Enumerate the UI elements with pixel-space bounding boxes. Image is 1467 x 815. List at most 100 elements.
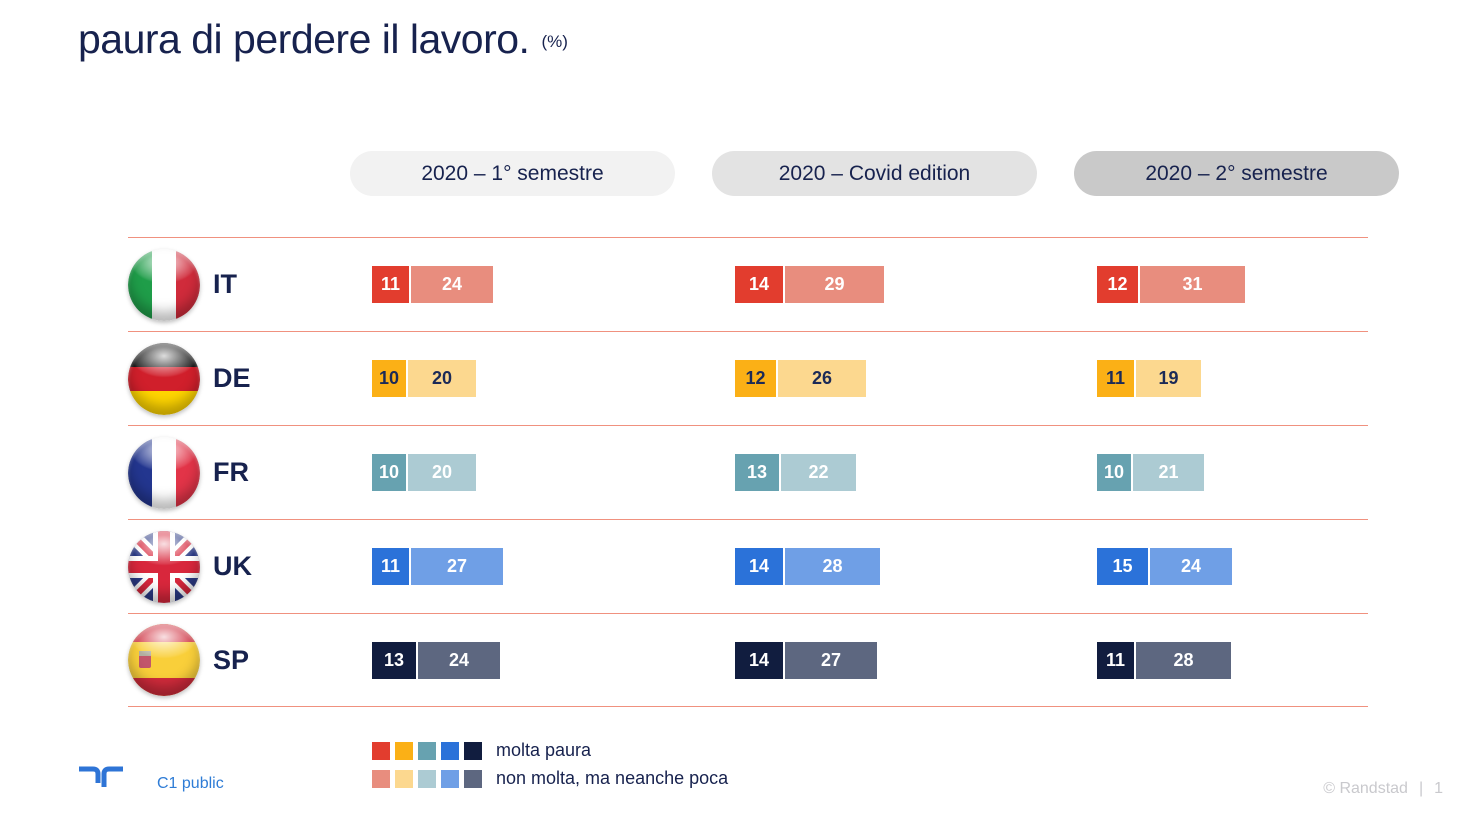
randstad-logo-icon: [76, 760, 126, 797]
country-label: FR: [213, 457, 249, 487]
legend-swatches: [372, 769, 482, 788]
bar-segment-non-molta: 20: [408, 360, 476, 397]
legend-swatch: [395, 769, 413, 788]
country-label: UK: [213, 551, 252, 581]
legend-swatch: [464, 741, 482, 760]
legend: molta paura non molta, ma neanche poca: [372, 740, 728, 796]
bar-segment-molta-paura: 11: [1097, 641, 1134, 679]
page-number: 1: [1434, 780, 1443, 797]
legend-label: molta paura: [496, 740, 592, 760]
flag-italy-icon: [128, 248, 200, 321]
legend-swatches: [372, 741, 482, 760]
period-tabs: 2020 – 1° semestre 2020 – Covid edition …: [350, 151, 1399, 196]
bar-segment-molta-paura: 12: [1097, 266, 1138, 303]
bar-segment-non-molta: 24: [1150, 548, 1232, 585]
page-title-text: paura di perdere il lavoro.: [78, 16, 530, 62]
tab-2020-2-semestre[interactable]: 2020 – 2° semestre: [1074, 151, 1399, 196]
bar-segment-non-molta: 19: [1136, 360, 1201, 397]
table-row-it: IT 11 24 14 29 12 31: [128, 237, 1368, 331]
legend-swatch: [418, 741, 436, 760]
country-label: IT: [213, 269, 237, 299]
bar-segment-non-molta: 31: [1140, 266, 1245, 303]
bar-segment-molta-paura: 13: [372, 641, 416, 679]
bar-segment-non-molta: 29: [785, 266, 884, 303]
bar-group: 11 19: [1097, 360, 1368, 397]
bar-segment-molta-paura: 14: [735, 548, 783, 585]
bar-segment-molta-paura: 14: [735, 641, 783, 679]
bar-cell-period-3: 11 19: [1097, 360, 1368, 397]
bar-segment-molta-paura: 13: [735, 454, 779, 491]
bar-segment-molta-paura: 11: [1097, 360, 1134, 397]
page-title-unit: (%): [541, 32, 568, 51]
bar-segment-non-molta: 26: [778, 360, 866, 397]
table-row-de: DE 10 20 12 26 11 19: [128, 331, 1368, 425]
bar-segment-non-molta: 20: [408, 454, 476, 491]
footer-right: © Randstad | 1: [1323, 780, 1443, 798]
bar-group: 11 28: [1097, 641, 1368, 679]
bar-group: 14 29: [735, 266, 1097, 303]
legend-swatch: [441, 741, 459, 760]
legend-swatch: [441, 769, 459, 788]
bar-cell-period-1: 13 24: [372, 641, 735, 679]
bar-cell-period-3: 15 24: [1097, 548, 1368, 585]
bar-segment-non-molta: 27: [411, 548, 503, 585]
bar-group: 14 28: [735, 548, 1097, 585]
table-row-sp: SP 13 24 14 27 11 28: [128, 613, 1368, 707]
tab-2020-covid-edition[interactable]: 2020 – Covid edition: [712, 151, 1037, 196]
country-cell: SP: [128, 624, 372, 696]
bar-segment-molta-paura: 11: [372, 548, 409, 585]
bar-segment-molta-paura: 10: [1097, 454, 1131, 491]
footer-separator: |: [1418, 780, 1424, 797]
bar-cell-period-2: 14 27: [735, 641, 1097, 679]
bar-group: 10 21: [1097, 454, 1368, 491]
bar-segment-non-molta: 24: [418, 641, 500, 679]
table-row-uk: UK 11 27 14 28 15 24: [128, 519, 1368, 613]
bar-group: 10 20: [372, 360, 735, 397]
country-cell: DE: [128, 342, 372, 415]
bar-segment-non-molta: 24: [411, 266, 493, 303]
bar-segment-molta-paura: 12: [735, 360, 776, 397]
bar-segment-molta-paura: 14: [735, 266, 783, 303]
bar-group: 15 24: [1097, 548, 1368, 585]
bar-segment-molta-paura: 15: [1097, 548, 1148, 585]
bar-group: 10 20: [372, 454, 735, 491]
bar-cell-period-3: 10 21: [1097, 454, 1368, 491]
bar-group: 14 27: [735, 641, 1097, 679]
bar-cell-period-3: 11 28: [1097, 641, 1368, 679]
legend-row-1: molta paura: [372, 740, 728, 761]
bar-group: 12 31: [1097, 266, 1368, 303]
bar-cell-period-2: 13 22: [735, 454, 1097, 491]
bar-cell-period-2: 14 29: [735, 266, 1097, 303]
legend-swatch: [372, 741, 390, 760]
bar-cell-period-1: 10 20: [372, 360, 735, 397]
bar-segment-non-molta: 21: [1133, 454, 1204, 491]
classification-label: C1 public: [157, 775, 224, 792]
copyright-label: © Randstad: [1323, 780, 1408, 797]
legend-swatch: [395, 741, 413, 760]
country-bar-table: IT 11 24 14 29 12 31 DE 10 20 12 26 11 19 FR 10 20 13 22 10…: [128, 237, 1368, 707]
flag-uk-icon: [128, 530, 200, 603]
legend-swatch: [372, 769, 390, 788]
bar-segment-non-molta: 27: [785, 641, 877, 679]
bar-cell-period-1: 11 27: [372, 548, 735, 585]
page-title: paura di perdere il lavoro. (%): [78, 16, 568, 63]
legend-swatch: [464, 769, 482, 788]
country-label: DE: [213, 363, 251, 393]
legend-row-2: non molta, ma neanche poca: [372, 768, 728, 789]
country-cell: FR: [128, 436, 372, 509]
bar-cell-period-3: 12 31: [1097, 266, 1368, 303]
country-cell: UK: [128, 530, 372, 603]
bar-group: 11 24: [372, 266, 735, 303]
bar-cell-period-1: 11 24: [372, 266, 735, 303]
tab-2020-1-semestre[interactable]: 2020 – 1° semestre: [350, 151, 675, 196]
table-row-fr: FR 10 20 13 22 10 21: [128, 425, 1368, 519]
country-label: SP: [213, 644, 250, 675]
bar-group: 12 26: [735, 360, 1097, 397]
bar-segment-molta-paura: 10: [372, 360, 406, 397]
bar-cell-period-2: 14 28: [735, 548, 1097, 585]
bar-group: 13 24: [372, 641, 735, 679]
bar-segment-molta-paura: 11: [372, 266, 409, 303]
bar-cell-period-2: 12 26: [735, 360, 1097, 397]
flag-germany-icon: [128, 342, 200, 415]
